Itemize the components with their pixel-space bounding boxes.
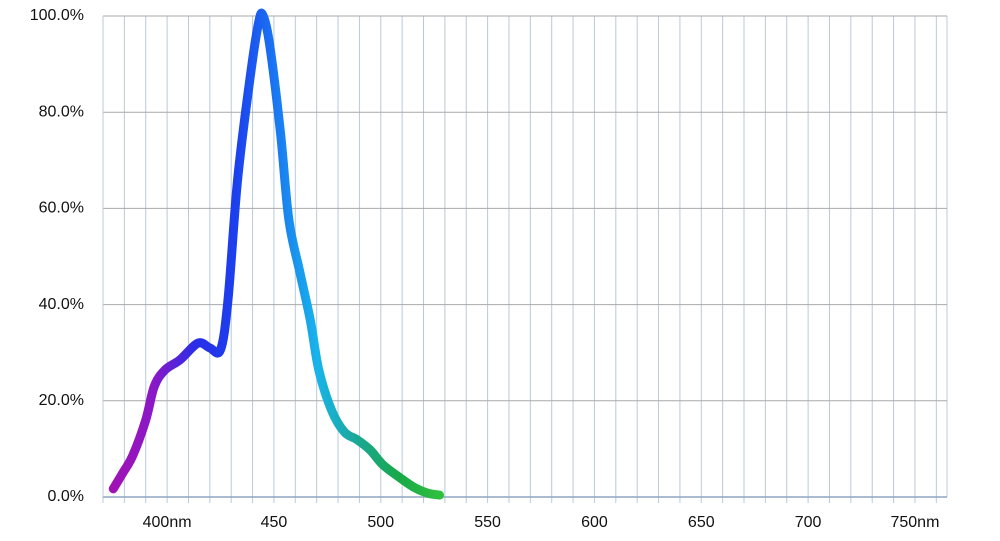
x-tick-label: 550 <box>474 514 501 531</box>
x-tick-label: 500 <box>367 514 394 531</box>
x-tick-label: 650 <box>688 514 715 531</box>
x-tick-label: 750nm <box>890 514 939 531</box>
x-tick-label: 600 <box>581 514 608 531</box>
x-tick-label: 450 <box>261 514 288 531</box>
y-tick-label: 0.0% <box>48 488 84 505</box>
spectrum-line <box>108 8 445 500</box>
y-tick-label: 60.0% <box>39 200 84 217</box>
y-tick-label: 40.0% <box>39 296 84 313</box>
y-tick-label: 20.0% <box>39 392 84 409</box>
x-tick-label: 700 <box>795 514 822 531</box>
y-tick-label: 80.0% <box>39 103 84 120</box>
x-tick-label: 400nm <box>143 514 192 531</box>
y-tick-label: 100.0% <box>30 7 84 24</box>
